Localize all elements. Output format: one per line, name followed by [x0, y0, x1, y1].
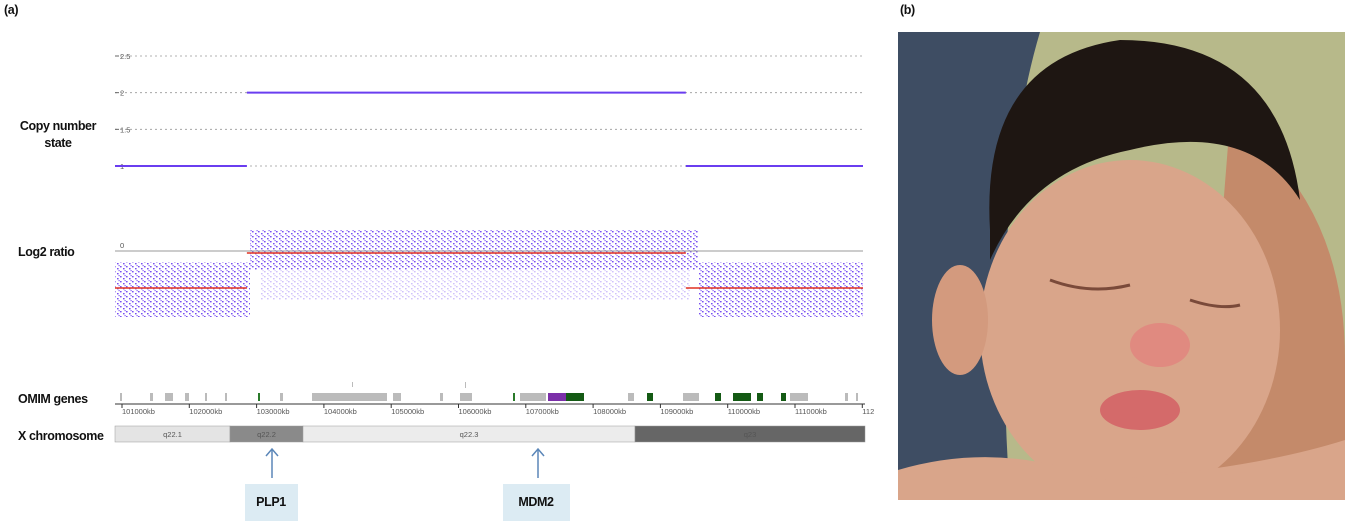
x-tick-label: 107000kb	[526, 407, 559, 416]
x-tick-label: 102000kb	[189, 407, 222, 416]
y-tick-label: 2.5	[120, 52, 130, 61]
band-label: q22.1	[163, 430, 182, 439]
band-label: q22.2	[257, 430, 276, 439]
panel-label: (b)	[900, 3, 915, 17]
chromosome-band	[634, 425, 866, 443]
band-label: q23	[744, 430, 757, 439]
x-tick-label: 106000kb	[459, 407, 492, 416]
log2-scatter	[115, 230, 863, 317]
photo	[898, 32, 1345, 500]
x-tick-label: 108000kb	[593, 407, 626, 416]
panel-label: (a)	[4, 3, 18, 17]
track-label: state	[44, 136, 72, 150]
x-tick-label: 110000kb	[728, 407, 760, 416]
callout-label: MDM2	[518, 495, 554, 509]
x-tick-label: 105000kb	[391, 407, 424, 416]
x-tick-label: 111000kb	[795, 407, 827, 416]
callout-box	[245, 484, 298, 521]
y-tick-label: 0	[120, 241, 124, 250]
omim-genes	[120, 382, 858, 401]
track-label: OMIM genes	[18, 392, 88, 406]
x-tick-label: 109000kb	[660, 407, 693, 416]
y-tick-label: 2	[120, 89, 124, 98]
callout-arrows	[265, 447, 545, 478]
band-label: q22.3	[460, 430, 479, 439]
x-tick-label: 103000kb	[257, 407, 290, 416]
callout-label: PLP1	[256, 495, 286, 509]
callout-box	[503, 484, 570, 521]
track-label: X chromosome	[18, 429, 104, 443]
track-label: Log2 ratio	[18, 245, 75, 259]
track-label: Copy number	[20, 119, 97, 133]
x-tick-label: 104000kb	[324, 407, 357, 416]
y-tick-label: 1.5	[120, 125, 130, 134]
x-tick-label: 112	[862, 407, 874, 416]
x-tick-label: 101000kb	[122, 407, 155, 416]
